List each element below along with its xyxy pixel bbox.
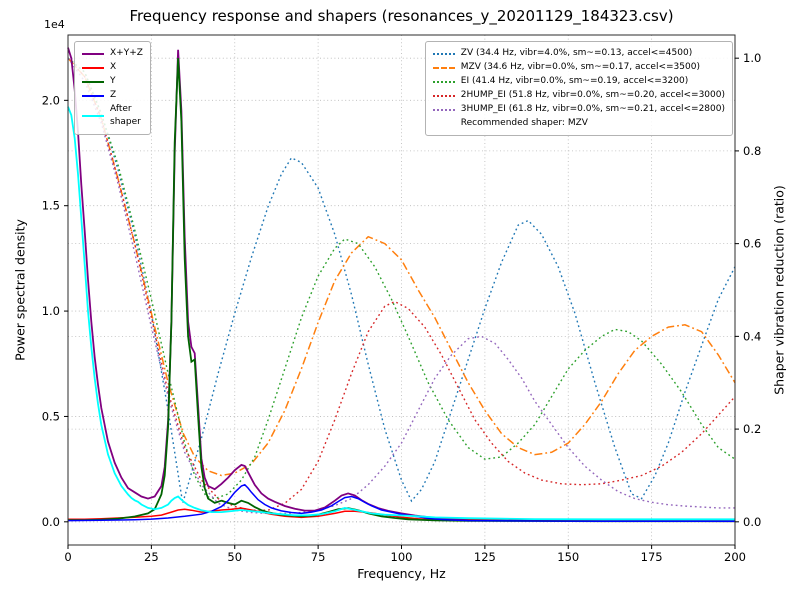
legend-item: 2HUMP_EI (51.8 Hz, vibr=0.0%, sm~=0.20, … (432, 89, 725, 102)
legend-item: X (82, 61, 143, 74)
x-tick-label: 100 (391, 550, 413, 564)
chart-title: Frequency response and shapers (resonanc… (129, 7, 674, 25)
legend-line-sample (432, 80, 455, 83)
legend-label: EI (41.4 Hz, vibr=0.0%, sm~=0.19, accel<… (460, 76, 689, 87)
y-left-tick-label: 0.0 (42, 515, 60, 529)
legend-label: After shaper (110, 104, 141, 128)
legend-label: 2HUMP_EI (51.8 Hz, vibr=0.0%, sm~=0.20, … (460, 90, 725, 101)
legend-item: After shaper (82, 103, 143, 129)
x-tick-label: 25 (144, 550, 159, 564)
y-right-tick-label: 0.6 (743, 237, 761, 251)
y-left-tick-label: 1.0 (42, 304, 60, 318)
legend-line-sample (82, 66, 104, 69)
legend-label: MZV (34.6 Hz, vibr=0.0%, sm~=0.17, accel… (460, 62, 700, 73)
y-left-tick-label: 0.5 (42, 409, 60, 423)
legend-line-sample (432, 66, 455, 69)
legend-line-sample (82, 94, 104, 97)
legend-label: Z (110, 90, 117, 101)
legend-label: X (110, 62, 117, 73)
legend-recommendation-text: Recommended shaper: MZV (460, 118, 588, 129)
y-left-multiplier-label: 1e4 (44, 18, 65, 31)
y-right-tick-label: 1.0 (743, 51, 761, 65)
legend-item: MZV (34.6 Hz, vibr=0.0%, sm~=0.17, accel… (432, 61, 725, 74)
y-right-tick-label: 0.8 (743, 144, 761, 158)
series-mzv (67, 57, 736, 477)
legend-label: X+Y+Z (110, 48, 143, 58)
x-tick-label: 150 (557, 550, 579, 564)
y-left-axis-label: Power spectral density (12, 219, 28, 361)
legend-recommendation: Recommended shaper: MZV (433, 117, 725, 130)
legend-line-sample (432, 94, 455, 97)
x-tick-label: 50 (227, 550, 242, 564)
legend-label: ZV (34.4 Hz, vibr=4.0%, sm~=0.13, accel<… (460, 48, 693, 58)
x-tick-label: 175 (641, 550, 663, 564)
legend-line-sample (82, 115, 104, 118)
legend-label: Y (110, 76, 116, 87)
x-tick-label: 75 (311, 550, 326, 564)
legend-line-sample (432, 52, 455, 55)
y-left-tick-label: 1.5 (42, 199, 60, 213)
legend-line-sample (82, 80, 104, 83)
legend-item: ZV (34.4 Hz, vibr=4.0%, sm~=0.13, accel<… (432, 47, 725, 60)
x-tick-label: 0 (64, 550, 71, 564)
x-tick-label: 200 (724, 550, 746, 564)
legend-line-sample (82, 52, 104, 55)
y-right-axis-label: Shaper vibration reduction (ratio) (771, 185, 787, 395)
legend-line-sample (432, 108, 455, 111)
legend-item: Y (82, 75, 143, 88)
y-right-tick-label: 0.0 (743, 515, 761, 529)
y-right-tick-label: 0.4 (743, 329, 761, 343)
x-tick-label: 125 (474, 550, 496, 564)
legend-item: 3HUMP_EI (61.8 Hz, vibr=0.0%, sm~=0.21, … (432, 103, 725, 116)
x-axis-label: Frequency, Hz (357, 566, 446, 581)
series-2hump-ei (67, 57, 736, 511)
legend-label: 3HUMP_EI (61.8 Hz, vibr=0.0%, sm~=0.21, … (460, 104, 725, 115)
legend-psd: X+Y+Z X Y Z After shaper (74, 41, 151, 136)
series-y (68, 58, 735, 523)
y-right-tick-label: 0.2 (743, 422, 761, 436)
y-left-tick-label: 2.0 (42, 93, 60, 107)
legend-shapers: ZV (34.4 Hz, vibr=4.0%, sm~=0.13, accel<… (424, 41, 733, 137)
legend-item: X+Y+Z (82, 47, 143, 60)
legend-item: EI (41.4 Hz, vibr=0.0%, sm~=0.19, accel<… (432, 75, 725, 88)
series-3hump-ei (67, 57, 735, 515)
legend-item: Z (82, 89, 143, 102)
series-after-shaper (67, 106, 735, 521)
